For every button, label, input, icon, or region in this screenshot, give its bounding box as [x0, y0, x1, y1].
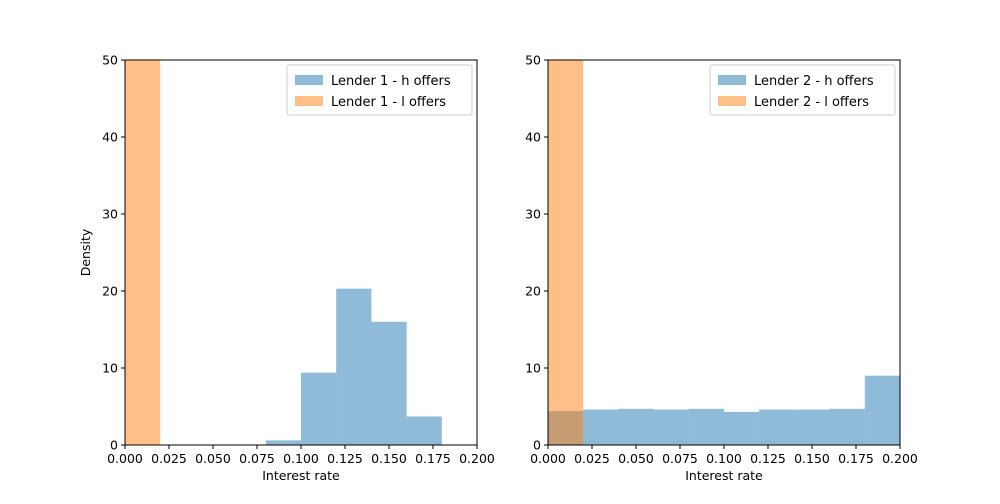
left-bar-series0-bin1: [301, 372, 337, 445]
left-legend-box: [286, 64, 473, 116]
left-histogram-panel: 0.000 0.025 0.050 0.075 0.100 0.125 0.150 0.175…: [78, 53, 495, 484]
left-bar-series0-bin4: [406, 416, 442, 445]
right-x-tick-label-7: 0.175: [838, 451, 874, 466]
right-x-tick-label-5: 0.125: [750, 451, 786, 466]
right-axes-frame: [547, 59, 901, 446]
right-bar-series0-bin1: [583, 409, 619, 445]
right-bar-series0-bin4: [688, 408, 724, 445]
right-x-tick-label-3: 0.075: [662, 451, 698, 466]
left-x-tick-label-2: 0.050: [195, 451, 231, 466]
left-bars: [125, 60, 442, 445]
right-bar-series0-bin7: [794, 409, 830, 445]
right-x-tick-label-0: 0.000: [530, 451, 566, 466]
left-y-tick-label-1: 10: [102, 361, 118, 376]
left-x-tick-label-1: 0.025: [151, 451, 187, 466]
left-axes-frame: [124, 59, 478, 446]
right-x-tick-label-8: 0.200: [882, 451, 918, 466]
right-bar-series0-bin2: [618, 408, 654, 445]
right-x-ticks: 0.000 0.025 0.050 0.075 0.100 0.125 0.150 0.175…: [530, 445, 918, 466]
left-y-tick-label-5: 50: [102, 53, 118, 68]
right-y-tick-label-5: 50: [525, 53, 541, 68]
left-bar-series1-bin0: [125, 60, 161, 445]
left-x-axis-label: Interest rate: [262, 468, 340, 483]
right-legend-box: [709, 64, 896, 116]
right-bar-series0-bin5: [724, 411, 760, 445]
right-y-ticks: 0 10 20 30 40 50: [525, 53, 548, 453]
left-y-axis-label: Density: [78, 228, 93, 276]
right-x-tick-label-1: 0.025: [574, 451, 610, 466]
left-x-tick-label-7: 0.175: [415, 451, 451, 466]
right-bar-series0-bin8: [829, 408, 865, 445]
right-bar-series1-bin0: [548, 60, 584, 445]
left-x-tick-label-8: 0.200: [459, 451, 495, 466]
right-y-tick-label-2: 20: [525, 284, 541, 299]
right-bar-series0-bin6: [759, 409, 795, 445]
left-y-tick-label-3: 30: [102, 207, 118, 222]
right-x-tick-label-4: 0.100: [706, 451, 742, 466]
left-bar-series0-bin0: [265, 440, 301, 445]
left-bar-series0-bin3: [371, 321, 407, 445]
right-histogram-panel: 0.000 0.025 0.050 0.075 0.100 0.125 0.150 0.175…: [525, 53, 918, 484]
left-y-tick-label-2: 20: [102, 284, 118, 299]
right-y-tick-label-0: 0: [533, 438, 541, 453]
right-y-tick-label-4: 40: [525, 130, 541, 145]
right-legend-swatch-h: [718, 75, 746, 85]
right-bar-series0-bin3: [653, 409, 689, 445]
right-y-tick-label-3: 30: [525, 207, 541, 222]
left-legend-swatch-h: [295, 75, 323, 85]
right-x-axis-label: Interest rate: [685, 468, 763, 483]
left-y-ticks: 0 10 20 30 40 50: [102, 53, 125, 453]
left-x-tick-label-4: 0.100: [283, 451, 319, 466]
right-legend: Lender 2 - h offers Lender 2 - l offers: [709, 64, 896, 116]
left-legend-label-l: Lender 1 - l offers: [331, 95, 446, 110]
right-legend-label-l: Lender 2 - l offers: [754, 95, 869, 110]
right-bars: [548, 60, 900, 445]
left-y-tick-label-4: 40: [102, 130, 118, 145]
left-legend-label-h: Lender 1 - h offers: [331, 74, 451, 89]
right-bar-series0-bin9: [864, 375, 900, 445]
right-x-tick-label-6: 0.150: [794, 451, 830, 466]
left-x-tick-label-0: 0.000: [107, 451, 143, 466]
left-x-tick-label-5: 0.125: [327, 451, 363, 466]
right-legend-label-h: Lender 2 - h offers: [754, 74, 874, 89]
right-x-tick-label-2: 0.050: [618, 451, 654, 466]
left-legend-swatch-l: [295, 96, 323, 106]
left-bar-series0-bin2: [336, 288, 372, 445]
left-legend: Lender 1 - h offers Lender 1 - l offers: [286, 64, 473, 116]
left-y-tick-label-0: 0: [110, 438, 118, 453]
right-legend-swatch-l: [718, 96, 746, 106]
left-x-ticks: 0.000 0.025 0.050 0.075 0.100 0.125 0.150 0.175…: [107, 445, 495, 466]
left-x-tick-label-6: 0.150: [371, 451, 407, 466]
right-y-tick-label-1: 10: [525, 361, 541, 376]
left-x-tick-label-3: 0.075: [239, 451, 275, 466]
